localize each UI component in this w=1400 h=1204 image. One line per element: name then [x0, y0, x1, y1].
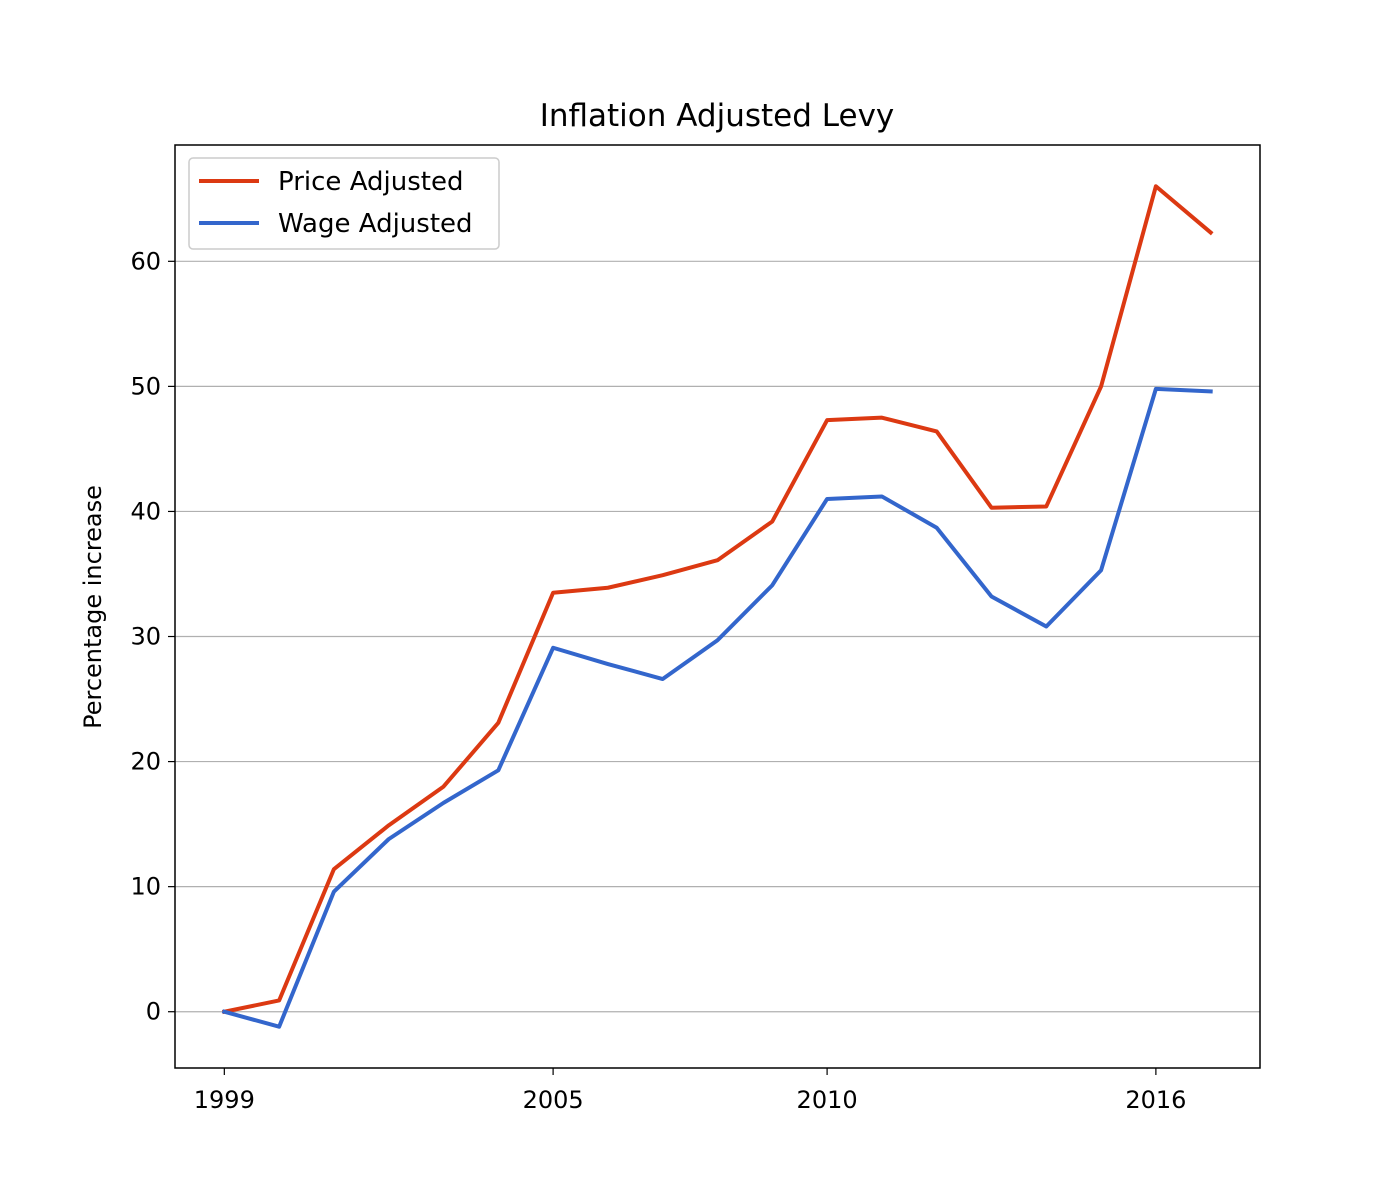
y-tick-label: 50 [130, 372, 161, 400]
legend-label: Wage Adjusted [278, 209, 473, 239]
y-tick-label: 30 [130, 623, 161, 651]
y-tick-label: 40 [130, 497, 161, 525]
series-lines [221, 184, 1214, 1029]
plot-area-frame [174, 144, 1261, 1069]
legend-box [188, 157, 500, 250]
x-tick-label: 2016 [1125, 1086, 1186, 1114]
x-tick-label: 2010 [797, 1086, 858, 1114]
legend-label: Price Adjusted [278, 167, 463, 197]
x-tick-label: 1999 [194, 1086, 255, 1114]
legend: Price Adjusted Wage Adjusted [188, 157, 500, 250]
gridlines [175, 260, 1260, 1013]
y-tick-label: 20 [130, 748, 161, 776]
y-axis-label: Percentage increase [79, 485, 107, 729]
x-tick-label: 2005 [523, 1086, 584, 1114]
y-tick-label: 0 [146, 998, 161, 1026]
series-line-wage-adjusted [221, 386, 1213, 1029]
axes: 0 10 20 30 40 50 60 1999 2005 2010 2016 [130, 247, 1186, 1114]
chart-title: Inflation Adjusted Levy [540, 98, 895, 134]
series-line-price-adjusted [221, 184, 1214, 1015]
y-tick-label: 10 [130, 873, 161, 901]
y-tick-label: 60 [130, 247, 161, 275]
